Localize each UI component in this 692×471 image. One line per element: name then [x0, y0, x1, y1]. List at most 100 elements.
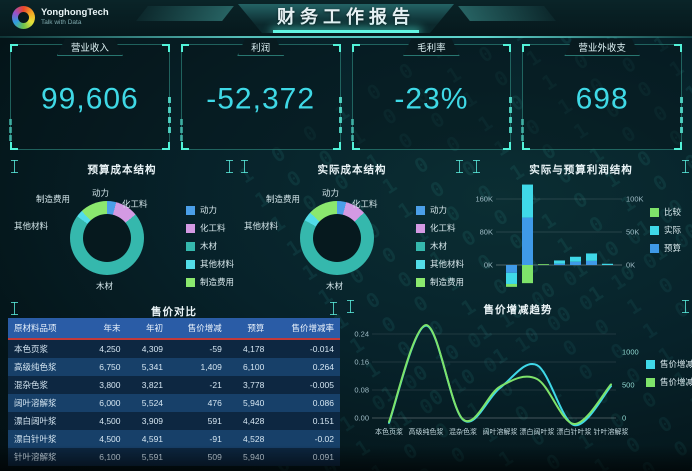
kpi-card-gross-margin[interactable]: 毛利率 -23%: [350, 44, 513, 150]
table-cell: 0.151: [312, 416, 334, 426]
table-header-cell[interactable]: 预算: [227, 318, 271, 340]
table-row[interactable]: 漂白阔叶浆 4,500 3,909 591 4,428 0.151: [8, 412, 340, 430]
legend-item[interactable]: 售价增减率: [646, 358, 692, 370]
bar-chart-svg[interactable]: 0K 0K 80K 50K 160K 100K: [470, 158, 692, 298]
donut-ring[interactable]: [300, 201, 374, 275]
table-cell: 3,821: [141, 380, 164, 390]
legend-item[interactable]: 制造费用: [416, 276, 464, 288]
table-row[interactable]: 本色页浆 4,250 4,309 -59 4,178 -0.014: [8, 339, 340, 358]
legend-label: 木材: [200, 241, 218, 251]
legend-item[interactable]: 木材: [186, 240, 234, 252]
legend: 动力化工料木材其他材料制造费用: [416, 204, 464, 288]
dash-decoration: [509, 97, 513, 133]
corner-decoration: [674, 142, 682, 150]
tick-decoration: [682, 300, 689, 313]
table-cell: -0.02: [314, 434, 334, 444]
dash-decoration: [521, 119, 525, 141]
table-cell: 3,909: [141, 416, 164, 426]
corner-decoration: [10, 44, 18, 52]
corner-decoration: [161, 142, 170, 150]
legend-swatch-icon: [650, 243, 659, 253]
table-cell: 5,591: [141, 452, 164, 462]
yonghong-logo-icon: [12, 6, 35, 29]
table-row[interactable]: 阔叶溶解浆 6,000 5,524 476 5,940 0.086: [8, 394, 340, 412]
chart-title: 售价增减趋势: [483, 304, 553, 316]
legend-item[interactable]: 木材: [416, 240, 464, 252]
legend-item[interactable]: 售价增减: [646, 376, 692, 388]
table-cell: 本色页浆: [14, 344, 49, 354]
table-cell: 4,528: [243, 434, 265, 444]
corner-decoration: [332, 44, 341, 52]
table-cell: 509: [207, 452, 222, 462]
table-cell: 4,309: [141, 344, 164, 354]
table-cell: 5,341: [141, 362, 164, 372]
legend-item[interactable]: 预算: [650, 242, 681, 254]
legend-label: 售价增减: [660, 377, 692, 387]
legend-item[interactable]: 动力: [416, 204, 464, 216]
donut-chart-budget: 动力 化工料 木材 其他材料 制造费用: [8, 176, 183, 298]
title-banner: 财务工作报告: [238, 4, 454, 33]
table-cell: 5,940: [243, 398, 265, 408]
banner-wing-right: [458, 6, 556, 21]
table-row[interactable]: 混杂色浆 3,800 3,821 -21 3,778 -0.005: [8, 376, 340, 394]
corner-decoration: [351, 142, 360, 150]
legend: 比较 实际 预算: [650, 206, 681, 254]
corner-decoration: [10, 142, 18, 150]
kpi-value: -23%: [394, 82, 469, 116]
legend-swatch-icon: [650, 225, 659, 235]
table-header-cell[interactable]: 年初: [126, 318, 170, 340]
legend-swatch-icon: [646, 377, 655, 387]
table-cell: 3,800: [99, 380, 121, 390]
table-cell: 0.091: [312, 452, 334, 462]
corner-decoration: [522, 142, 531, 150]
panel-profit-structure: 实际与预算利润结构 0K 0K 80K 50K 160K 100K 比较 实际 预算: [470, 158, 692, 298]
legend-item[interactable]: 动力: [186, 204, 234, 216]
table-row[interactable]: 漂白针叶浆 4,500 4,591 -91 4,528 -0.02: [8, 430, 340, 448]
legend-label: 化工料: [200, 223, 226, 233]
chart-title: 实际成本结构: [317, 164, 387, 176]
legend-item[interactable]: 其他材料: [186, 258, 234, 270]
table-header-cell[interactable]: 年末: [84, 318, 127, 340]
table-cell: 针叶溶解浆: [14, 452, 57, 462]
svg-text:0.00: 0.00: [354, 414, 369, 423]
line-chart-svg[interactable]: 0.00 0.08 0.16 0.24 0 500 1000 本色页浆 高级纯色浆 混杂色浆 阔叶溶…: [344, 312, 644, 462]
table-header-cell[interactable]: 售价增减: [169, 318, 228, 340]
legend-item[interactable]: 比较: [650, 206, 681, 218]
price-comparison-table[interactable]: 原材料品项 年末 年初 售价增减 预算 售价增减率 本色页浆 4,250 4,309 -59 4,…: [8, 318, 340, 466]
table-header-cell[interactable]: 原材料品项: [8, 318, 84, 340]
legend-item[interactable]: 实际: [650, 224, 681, 236]
kpi-card-non-operating[interactable]: 营业外收支 698: [521, 44, 683, 150]
svg-text:0K: 0K: [484, 261, 493, 270]
tick-decoration: [473, 160, 480, 173]
svg-text:0.08: 0.08: [354, 386, 369, 395]
table-row[interactable]: 高级纯色浆 6,750 5,341 1,409 6,100 0.264: [8, 358, 340, 376]
corner-decoration: [522, 44, 531, 52]
svg-text:本色页浆: 本色页浆: [375, 427, 403, 436]
svg-text:80K: 80K: [480, 228, 493, 237]
kpi-value: 698: [575, 82, 629, 116]
dash-decoration: [9, 119, 12, 141]
legend-item[interactable]: 化工料: [186, 222, 234, 234]
legend-item[interactable]: 化工料: [416, 222, 464, 234]
donut-ring[interactable]: [70, 201, 144, 275]
legend-swatch-icon: [416, 241, 425, 251]
legend-item[interactable]: 制造费用: [186, 276, 234, 288]
svg-text:漂白阔叶浆: 漂白阔叶浆: [520, 427, 555, 436]
legend-swatch-icon: [416, 259, 425, 269]
table-header-cell[interactable]: 售价增减率: [270, 318, 340, 340]
logo[interactable]: YonghongTech Talk with Data: [12, 6, 109, 29]
kpi-card-profit[interactable]: 利润 -52,372: [179, 44, 342, 150]
legend-label: 化工料: [430, 223, 456, 233]
dash-decoration: [179, 119, 183, 141]
legend-item[interactable]: 其他材料: [416, 258, 464, 270]
svg-text:0: 0: [622, 414, 626, 423]
panel-price-comparison: 售价对比 原材料品项 年末 年初 售价增减 预算 售价增减率 本色页浆 4,250 4,309…: [8, 300, 340, 466]
panel-budget-cost-structure: 预算成本结构 动力 化工料 木材 其他材料 制造费用 动力 化工料 木材 其他材料 制造费用: [8, 158, 236, 298]
table-cell: 0.086: [312, 398, 334, 408]
legend-swatch-icon: [416, 277, 425, 287]
table-row[interactable]: 针叶溶解浆 6,100 5,591 509 5,940 0.091: [8, 448, 340, 466]
kpi-card-revenue[interactable]: 营业收入 99,606: [9, 44, 171, 150]
legend-swatch-icon: [186, 205, 195, 215]
table-cell: -0.005: [309, 380, 334, 390]
donut-chart-actual: 动力 化工料 木材 其他材料 制造费用: [238, 176, 413, 298]
